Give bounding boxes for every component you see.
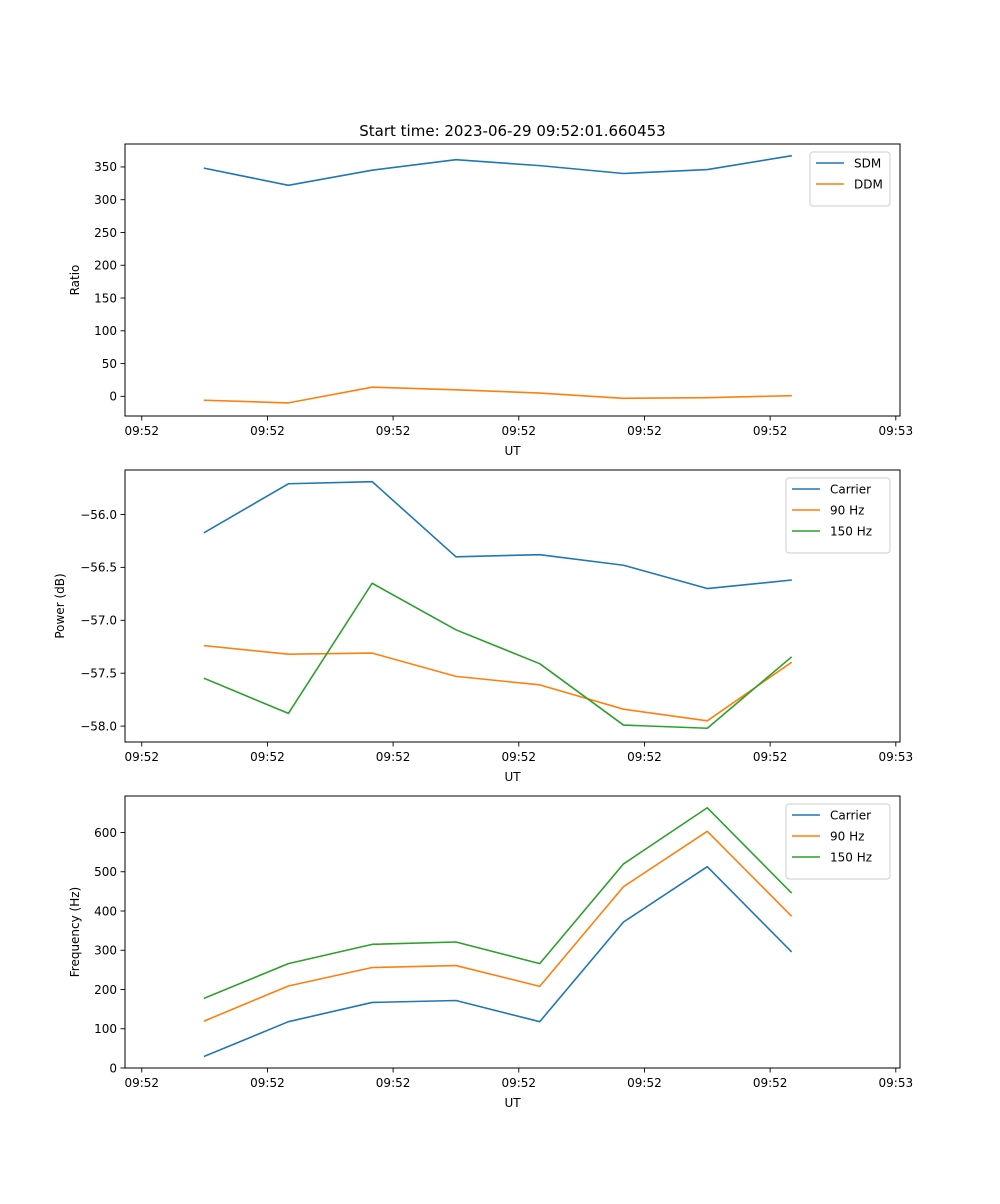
- y-tick-label: 500: [94, 865, 117, 879]
- x-tick-label: 09:53: [879, 750, 914, 764]
- x-tick-label: 09:52: [124, 750, 159, 764]
- y-tick-label: 100: [94, 1022, 117, 1036]
- legend-label: Carrier: [830, 809, 871, 823]
- x-tick-label: 09:52: [501, 750, 536, 764]
- legend: SDM DDM: [810, 152, 890, 206]
- x-axis-label: UT: [504, 444, 521, 458]
- y-tick-label: 600: [94, 826, 117, 840]
- x-tick-label: 09:52: [250, 424, 285, 438]
- y-tick-label: 300: [94, 193, 117, 207]
- legend-label: SDM: [854, 157, 881, 171]
- x-tick-label: 09:53: [879, 424, 914, 438]
- legend-label: 150 Hz: [830, 851, 872, 865]
- x-axis-label: UT: [504, 770, 521, 784]
- y-tick-label: −56.5: [80, 561, 117, 575]
- x-tick-label: 09:52: [250, 1076, 285, 1090]
- y-tick-label: 300: [94, 944, 117, 958]
- x-tick-label: 09:52: [753, 1076, 788, 1090]
- x-tick-label: 09:52: [753, 424, 788, 438]
- y-tick-label: 350: [94, 160, 117, 174]
- y-tick-label: −57.5: [80, 667, 117, 681]
- y-tick-label: 200: [94, 983, 117, 997]
- x-tick-label: 09:52: [124, 1076, 159, 1090]
- y-tick-label: 50: [102, 357, 117, 371]
- y-tick-label: 100: [94, 324, 117, 338]
- y-tick-label: −57.0: [80, 614, 117, 628]
- y-tick-label: 0: [109, 1061, 117, 1075]
- y-axis-label: Frequency (Hz): [68, 887, 82, 978]
- x-tick-label: 09:52: [124, 424, 159, 438]
- x-tick-label: 09:52: [376, 750, 411, 764]
- x-tick-label: 09:53: [879, 1076, 914, 1090]
- x-tick-label: 09:52: [627, 1076, 662, 1090]
- y-tick-label: −56.0: [80, 508, 117, 522]
- y-tick-label: −58.0: [80, 719, 117, 733]
- legend-label: 90 Hz: [830, 504, 864, 518]
- x-tick-label: 09:52: [376, 1076, 411, 1090]
- legend-label: 150 Hz: [830, 525, 872, 539]
- y-tick-label: 0: [109, 390, 117, 404]
- x-tick-label: 09:52: [501, 1076, 536, 1090]
- x-tick-label: 09:52: [753, 750, 788, 764]
- legend-label: Carrier: [830, 483, 871, 497]
- legend-label: 90 Hz: [830, 830, 864, 844]
- chart-title: Start time: 2023-06-29 09:52:01.660453: [359, 122, 665, 140]
- y-axis-label: Ratio: [68, 265, 82, 296]
- y-tick-label: 250: [94, 226, 117, 240]
- legend: Carrier 90 Hz 150 Hz: [786, 478, 890, 553]
- x-axis-label: UT: [504, 1096, 521, 1110]
- x-tick-label: 09:52: [627, 424, 662, 438]
- x-tick-label: 09:52: [376, 424, 411, 438]
- x-tick-label: 09:52: [501, 424, 536, 438]
- y-tick-label: 200: [94, 259, 117, 273]
- y-tick-label: 150: [94, 291, 117, 305]
- y-tick-label: 400: [94, 904, 117, 918]
- x-tick-label: 09:52: [627, 750, 662, 764]
- legend-label: DDM: [854, 178, 883, 192]
- legend: Carrier 90 Hz 150 Hz: [786, 804, 890, 879]
- x-tick-label: 09:52: [250, 750, 285, 764]
- y-axis-label: Power (dB): [53, 573, 67, 638]
